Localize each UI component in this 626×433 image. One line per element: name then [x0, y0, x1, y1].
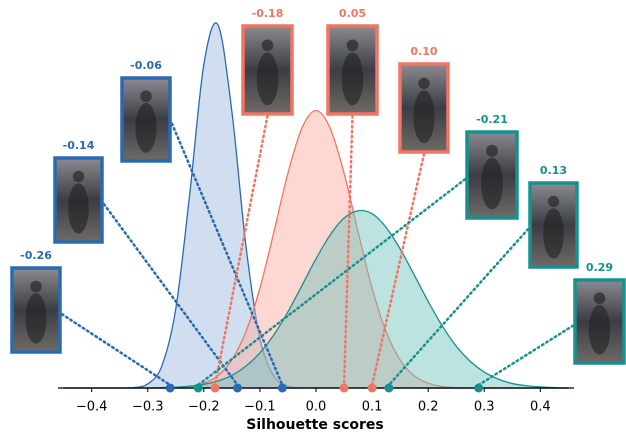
thumbnail-figure [589, 305, 611, 355]
score-dot [233, 384, 242, 393]
score-dot [384, 384, 393, 393]
x-axis-label: Silhouette scores [246, 417, 383, 433]
score-dot [166, 384, 175, 393]
thumbnail-head [594, 292, 606, 304]
thumbnail-head [262, 39, 274, 51]
score-label: -0.14 [63, 139, 95, 152]
score-dot [368, 384, 377, 393]
score-dot [474, 384, 483, 393]
x-tick-label: 0.4 [530, 400, 551, 415]
pointer-arrow [62, 314, 170, 385]
thumbnail-figure [257, 52, 279, 105]
pointer-arrow [479, 326, 573, 385]
score-dot [194, 384, 203, 393]
thumbnail-head [30, 281, 42, 293]
chart: −0.4 −0.3 −0.2 −0.1 0.0 0.1 0.2 0.3 0.4 -0.26 -0.1… [0, 0, 626, 433]
thumbnail-head [140, 91, 152, 103]
score-label: -0.21 [476, 113, 508, 126]
x-tick-label: 0.1 [362, 400, 383, 415]
thumbnail-head [548, 196, 559, 207]
score-label: -0.06 [130, 59, 162, 72]
thumbnail-head [73, 171, 84, 182]
x-tick-label: −0.1 [244, 400, 276, 415]
thumbnail-head [418, 78, 430, 90]
thumbnail-head [347, 39, 359, 51]
thumbnail-figure [543, 208, 564, 258]
x-tick-label: 0.2 [418, 400, 439, 415]
score-label: 0.10 [410, 45, 437, 58]
x-tick-label: −0.3 [132, 400, 164, 415]
score-label: 0.29 [586, 261, 613, 274]
x-tick-label: −0.4 [76, 400, 108, 415]
thumbnail-figure [342, 52, 364, 105]
thumbnail-figure [25, 293, 46, 343]
thumbnail-figure [413, 90, 434, 143]
score-dot [340, 384, 349, 393]
thumbnail-figure [135, 103, 156, 153]
thumbnail-figure [481, 158, 503, 210]
score-label: -0.18 [252, 7, 284, 20]
thumbnail-head [486, 145, 498, 157]
x-tick-label: 0.3 [474, 400, 495, 415]
thumbnail-figure [68, 183, 89, 233]
score-dot [278, 384, 287, 393]
x-tick-label: −0.2 [188, 400, 220, 415]
x-tick-label: 0.0 [306, 400, 327, 415]
score-label: 0.13 [540, 164, 567, 177]
score-label: -0.26 [20, 249, 52, 262]
score-dot [211, 384, 220, 393]
score-label: 0.05 [339, 7, 366, 20]
